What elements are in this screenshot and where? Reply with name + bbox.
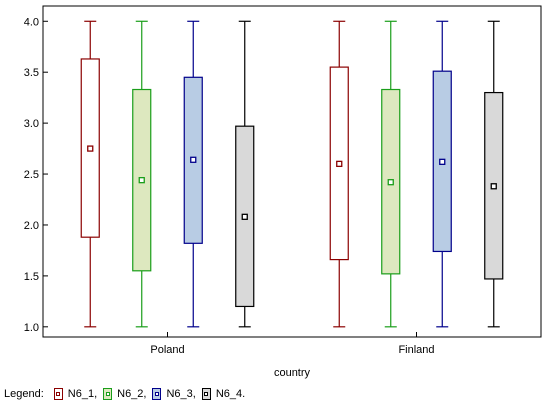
legend-item-4: N6_4.	[198, 388, 245, 400]
legend-swatch	[103, 388, 113, 400]
legend-swatch	[152, 388, 162, 400]
box-3-finland	[432, 20, 452, 328]
x-tick-label-poland: Poland	[150, 344, 184, 356]
legend-swatch	[53, 388, 63, 400]
y-tick-label: 2.5	[24, 169, 39, 181]
legend-item-label: N6_3,	[166, 388, 196, 400]
box-2-finland	[381, 20, 401, 328]
y-tick-label: 1.5	[24, 271, 39, 283]
legend-item-label: N6_4.	[215, 388, 246, 400]
x-axis: Poland Finland	[150, 332, 435, 356]
legend-item-2: N6_2,	[99, 388, 146, 400]
legend-item-label: N6_1,	[67, 388, 98, 400]
median-marker	[138, 177, 145, 184]
y-tick-label: 3.5	[24, 67, 39, 79]
y-tick-label: 1.0	[24, 322, 39, 334]
median-marker	[241, 213, 248, 220]
y-tick-label: 4.0	[24, 16, 39, 28]
box-2-poland	[132, 20, 152, 328]
legend-item-1: N6_1,	[50, 388, 97, 400]
legend: Legend: N6_1, N6_2, N6_3, N6_4.	[4, 384, 247, 404]
x-axis-title: country	[274, 367, 311, 379]
boxplot-chart: 1.0 1.5 2.0 2.5 3.0 3.5 4.0 Poland Finland coun…	[24, 5, 542, 379]
y-tick-label: 3.0	[24, 118, 39, 130]
box-4-poland	[235, 20, 255, 328]
plot-frame	[42, 5, 542, 338]
legend-item-label: N6_2,	[117, 388, 147, 400]
box-3-poland	[183, 20, 203, 328]
y-tick-label: 2.0	[24, 220, 39, 232]
box-4-finland	[484, 20, 504, 328]
legend-title: Legend:	[4, 388, 44, 400]
y-axis: 1.0 1.5 2.0 2.5 3.0 3.5 4.0	[24, 16, 48, 334]
x-tick-label-finland: Finland	[398, 344, 434, 356]
median-marker	[439, 158, 446, 165]
median-marker	[87, 145, 94, 152]
median-marker	[336, 160, 343, 168]
legend-swatch	[201, 388, 211, 400]
box-1-finland	[329, 20, 349, 328]
box-1-poland	[80, 20, 100, 328]
median-marker	[490, 183, 497, 190]
median-marker	[387, 179, 394, 186]
boxes	[80, 20, 504, 328]
median-marker	[190, 156, 197, 163]
legend-item-3: N6_3,	[148, 388, 196, 400]
